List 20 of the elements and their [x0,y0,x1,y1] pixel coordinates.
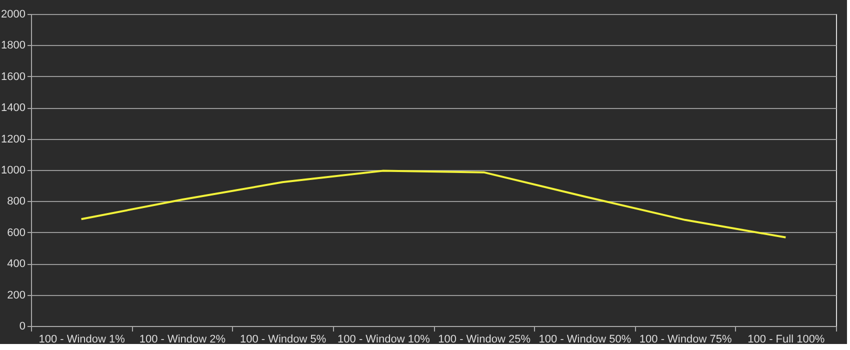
y-tick-label: 200 [7,289,26,302]
x-tick-label: 100 - Window 25% [438,334,531,346]
y-tick-label: 600 [7,226,26,239]
x-tick-label: 100 - Window 10% [338,334,430,346]
x-tick-label: 100 - Window 1% [38,334,126,346]
line-series [80,170,787,238]
y-tick-label: 1400 [1,102,26,114]
y-tick-label: 0 [19,320,26,332]
y-tick-label: 1600 [1,70,26,83]
x-tick-label: 100 - Window 75% [639,334,732,346]
x-tick-label: 100 - Window 2% [139,334,226,346]
y-tick-label: 400 [7,258,26,270]
x-tick-label: 100 - Full 100% [748,334,825,346]
x-tick-label: 100 - Window 50% [538,334,632,346]
y-tick-label: 1800 [1,40,26,52]
y-tick-label: 2000 [1,8,26,20]
y-tick-label: 800 [7,196,26,208]
x-tick-label: 100 - Window 5% [240,334,326,346]
y-tick-label: 1200 [1,133,26,146]
y-tick-label: 1000 [1,164,26,176]
